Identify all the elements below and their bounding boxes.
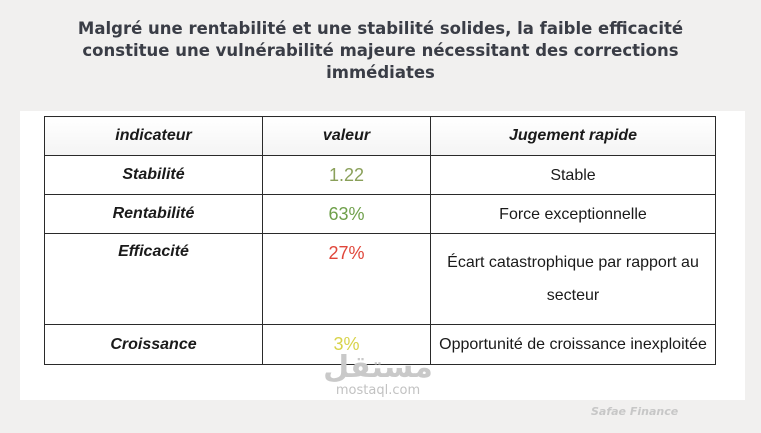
value-cell: 3% <box>262 324 431 365</box>
judgment-cell: Stable <box>430 155 716 195</box>
indicator-table: indicateur valeur Jugement rapide Stabil… <box>44 116 716 365</box>
title-line-2: constitue une vulnérabilité majeure néce… <box>82 41 679 60</box>
header-indicateur: indicateur <box>44 116 263 156</box>
judgment-cell: Écart catastrophique par rapport au sect… <box>430 233 716 325</box>
watermark-url: mostaql.com <box>335 383 421 398</box>
judgment-cell: Force exceptionnelle <box>430 194 716 234</box>
table-row: Croissance 3% Opportunité de croissance … <box>44 324 716 365</box>
table-row: Efficacité 27% Écart catastrophique par … <box>44 233 716 325</box>
indicator-cell: Stabilité <box>44 155 263 195</box>
judgment-cell: Opportunité de croissance inexploitée <box>430 324 716 365</box>
mostaql-watermark: مستقل mostaql.com <box>318 352 438 398</box>
watermark-arabic-logo: مستقل <box>323 350 433 385</box>
title-line-3: immédiates <box>326 63 435 82</box>
value-cell: 63% <box>262 194 431 234</box>
indicator-cell: Efficacité <box>44 233 263 325</box>
indicator-cell: Croissance <box>44 324 263 365</box>
value-cell: 1.22 <box>262 155 431 195</box>
table-row: Rentabilité 63% Force exceptionnelle <box>44 194 716 234</box>
table-header-row: indicateur valeur Jugement rapide <box>44 116 716 156</box>
indicator-cell: Rentabilité <box>44 194 263 234</box>
table-image-card: indicateur valeur Jugement rapide Stabil… <box>20 111 745 400</box>
header-jugement: Jugement rapide <box>430 116 716 156</box>
title-line-1: Malgré une rentabilité et une stabilité … <box>77 19 684 38</box>
table-row: Stabilité 1.22 Stable <box>44 155 716 195</box>
header-valeur: valeur <box>262 116 431 156</box>
author-credit: Safae Finance <box>591 405 679 418</box>
page-title: Malgré une rentabilité et une stabilité … <box>20 18 741 84</box>
value-cell: 27% <box>262 233 431 325</box>
